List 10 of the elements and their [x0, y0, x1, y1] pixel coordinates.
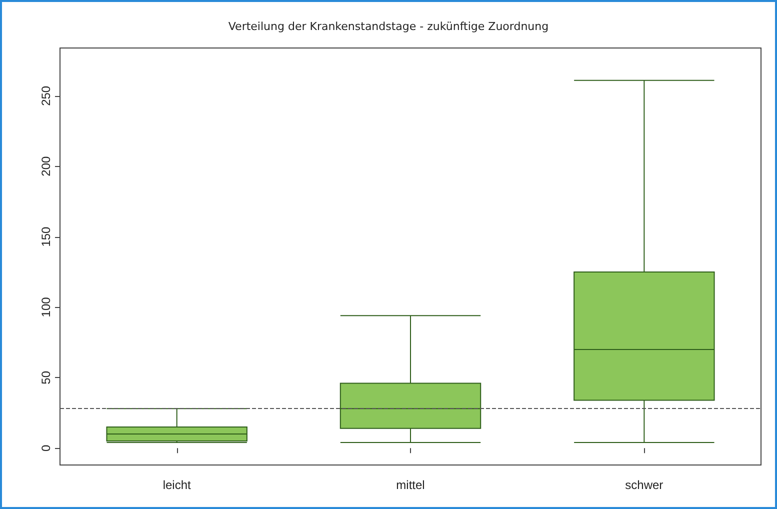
x-tick-label: leicht	[162, 478, 192, 492]
y-tick-label: 150	[39, 226, 53, 247]
x-tick-label: schwer	[625, 478, 664, 492]
y-tick-label: 250	[39, 86, 53, 106]
chart-title: Verteilung der Krankenstandstage - zukünftige Zuordnung	[228, 20, 549, 33]
y-tick-label: 50	[39, 370, 53, 384]
x-tick-label: mittel	[396, 478, 425, 492]
y-tick-label: 100	[39, 296, 53, 318]
y-tick-label: 200	[39, 156, 53, 176]
y-tick-label: 0	[39, 444, 53, 452]
